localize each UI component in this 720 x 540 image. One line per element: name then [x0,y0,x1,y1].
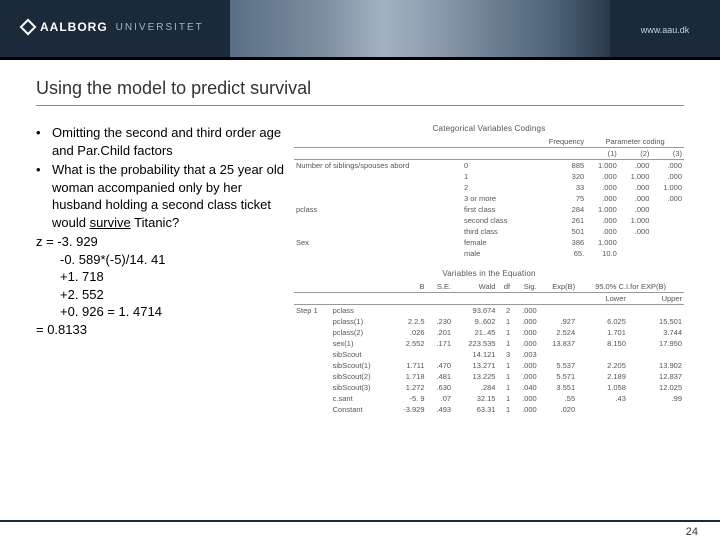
table-row: Sex female3861.000 [294,237,684,248]
page-number: 24 [686,526,698,538]
table-row: pclass(2).026.20121..451.0002.5241.7013.… [294,327,684,338]
bullet-2-text: What is the probability that a 25 year o… [52,161,286,231]
logo-text-light: UNIVERSITET [116,22,204,33]
cvc-group-1-label: Number of siblings/spouses abord [294,160,462,205]
slide-body: • Omitting the second and third order ag… [36,124,684,415]
vie-header-row-2: Lower Upper [294,293,684,305]
table-row: Step 1pclass93.6742.000 [294,305,684,317]
right-column: Categorical Variables Codings Frequency … [294,124,684,415]
cvc-head-freq: Frequency [530,136,586,148]
cvc-subheader-row: (1) (2) (3) [294,148,684,160]
table-row: Constant-3.929.49363.311.000.020 [294,404,684,415]
header-url: www.aau.dk [641,25,690,35]
bullet-2: • What is the probability that a 25 year… [36,161,286,231]
university-logo: AALBORG UNIVERSITET [22,20,204,34]
cvc-table: Frequency Parameter coding (1) (2) (3) N… [294,136,684,259]
slide-header: www.aau.dk AALBORG UNIVERSITET [0,0,720,60]
table-row: Number of siblings/spouses abord 0 885 1… [294,160,684,172]
vie-table: B S.E. Wald df Sig. Exp(B) 95.0% C.I.for… [294,281,684,415]
cvc-sub3: (3) [651,148,684,160]
calc-line-4: +2. 552 [60,286,286,304]
table-row: sibScout(3)1.272.630.2841.0403.5511.0581… [294,382,684,393]
table-row: pclass first class2841.000.000 [294,204,684,215]
table-row: pclass(1)2.2.5.2309..6021.000.9276.02515… [294,316,684,327]
vie-table-title: Variables in the Equation [294,269,684,278]
bullet-dot: • [36,161,52,231]
cvc-sub2: (2) [619,148,652,160]
left-column: • Omitting the second and third order ag… [36,124,286,415]
calc-line-1: z = -3. 929 [36,233,286,251]
bullet-dot: • [36,124,52,159]
bullet-1: • Omitting the second and third order ag… [36,124,286,159]
cvc-sub1: (1) [586,148,619,160]
calc-result: = 0.8133 [36,321,286,339]
header-underline [0,57,720,60]
cvc-head-pc: Parameter coding [586,136,684,148]
title-row: Using the model to predict survival [36,78,720,99]
table-row: c.sant-5. 9.0732.151.000.55.43.99 [294,393,684,404]
table-row: sibScout14.1213.003 [294,349,684,360]
cvc-table-title: Categorical Variables Codings [294,124,684,133]
calc-line-3: +1. 718 [60,268,286,286]
slide-footer: 24 [0,520,720,540]
bullet-2-part2: Titanic? [131,215,179,230]
cvc-group-3-label: Sex [294,237,462,259]
header-right-panel: www.aau.dk [610,0,720,60]
header-photo-banner [230,0,610,60]
slide-title: Using the model to predict survival [36,78,311,98]
cvc-group-2-label: pclass [294,204,462,237]
cvc-header-row: Frequency Parameter coding [294,136,684,148]
z-calculation: z = -3. 929 -0. 589*(-5)/14. 41 +1. 718 … [36,233,286,338]
calc-line-5: +0. 926 = 1. 4714 [60,303,286,321]
logo-text-bold: AALBORG [40,20,108,34]
bullet-2-survive: survive [90,215,131,230]
vie-header-row-1: B S.E. Wald df Sig. Exp(B) 95.0% C.I.for… [294,281,684,293]
table-row: sex(1)2.552.171223.5351.00013.8378.15017… [294,338,684,349]
calc-line-2: -0. 589*(-5)/14. 41 [60,251,286,269]
logo-square-icon [20,19,37,36]
table-row: sibScout(1)1.711.47013.2711.0005.5372.20… [294,360,684,371]
table-row: sibScout(2)1.718.48113.2251.0005.5712.18… [294,371,684,382]
title-rule [36,105,684,106]
bullet-1-text: Omitting the second and third order age … [52,124,286,159]
